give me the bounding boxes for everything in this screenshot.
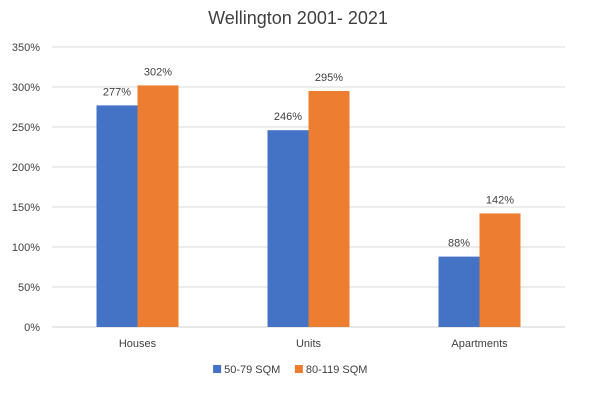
data-label: 88% [448, 238, 470, 250]
bar [137, 85, 179, 328]
y-tick-label: 100% [12, 242, 40, 254]
data-label: 246% [274, 111, 302, 123]
y-tick-label: 0% [24, 322, 40, 334]
bar [479, 213, 521, 327]
y-tick-label: 200% [12, 162, 40, 174]
y-tick-label: 350% [12, 42, 40, 54]
data-label: 142% [486, 194, 514, 206]
category-label: Houses [119, 338, 157, 350]
legend-swatch [213, 365, 222, 373]
category-label: Units [296, 338, 322, 350]
chart-title: Wellington 2001- 2021 [208, 8, 388, 28]
category-label: Apartments [451, 338, 508, 350]
bar [438, 256, 480, 327]
bar [308, 91, 350, 327]
y-tick-label: 50% [18, 282, 40, 294]
data-label: 277% [103, 86, 131, 98]
y-tick-label: 150% [12, 202, 40, 214]
data-label: 295% [315, 72, 343, 84]
y-tick-label: 250% [12, 122, 40, 134]
y-tick-label: 300% [12, 82, 40, 94]
legend-swatch [294, 365, 303, 373]
data-label: 302% [144, 66, 172, 78]
legend-item-label: 50-79 SQM [224, 364, 280, 376]
legend-item-label: 80-119 SQM [306, 364, 368, 376]
bar [96, 105, 138, 328]
bar [267, 130, 309, 327]
